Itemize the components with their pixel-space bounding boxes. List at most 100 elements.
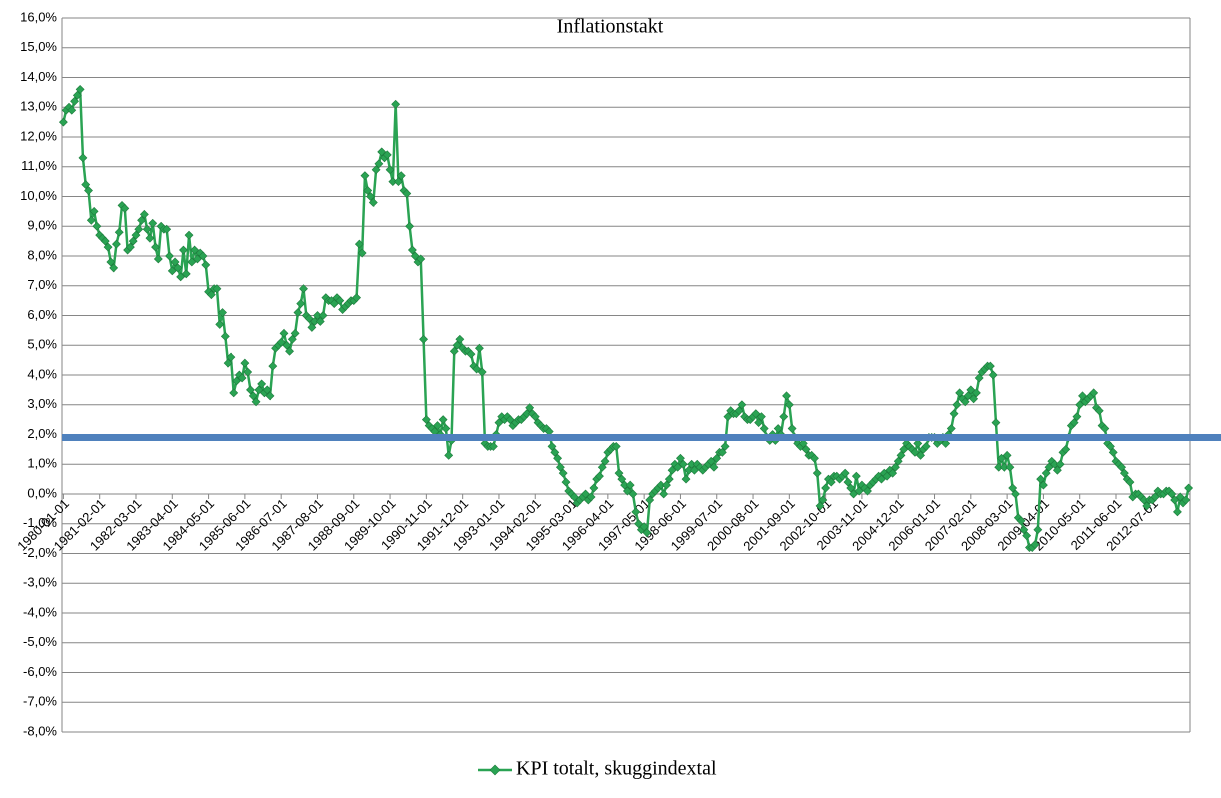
- marker: [184, 230, 194, 240]
- marker: [232, 376, 241, 386]
- marker: [910, 447, 920, 457]
- marker: [112, 239, 121, 249]
- chart-title: Inflationstakt: [557, 16, 664, 38]
- marker: [617, 474, 627, 484]
- marker: [723, 412, 733, 422]
- marker: [134, 224, 144, 234]
- marker: [530, 412, 540, 422]
- y-tick-label: -4,0%: [23, 604, 57, 619]
- marker: [279, 328, 289, 338]
- marker: [1033, 525, 1043, 535]
- marker: [246, 385, 255, 395]
- marker: [1069, 418, 1079, 428]
- marker: [899, 444, 909, 454]
- legend-label: KPI totalt, skuggindextal: [516, 758, 717, 780]
- marker: [955, 388, 965, 398]
- marker: [1150, 492, 1160, 502]
- marker: [109, 263, 119, 273]
- marker: [734, 406, 744, 416]
- marker: [645, 495, 655, 505]
- marker: [1100, 424, 1110, 433]
- marker: [248, 391, 258, 401]
- marker: [352, 293, 361, 303]
- marker: [170, 257, 180, 267]
- marker: [410, 251, 420, 261]
- marker: [444, 450, 454, 460]
- marker: [787, 424, 797, 433]
- marker: [125, 242, 135, 252]
- marker: [173, 263, 183, 273]
- marker: [318, 311, 328, 320]
- marker: [952, 400, 962, 410]
- marker: [477, 367, 487, 377]
- marker: [371, 165, 381, 175]
- y-tick-label: 4,0%: [27, 366, 57, 381]
- marker: [784, 400, 794, 410]
- marker: [717, 447, 727, 457]
- marker: [466, 349, 476, 359]
- marker: [681, 474, 691, 484]
- marker: [1078, 391, 1087, 401]
- marker: [581, 489, 590, 499]
- marker: [151, 242, 160, 252]
- marker: [287, 334, 297, 344]
- marker: [70, 96, 79, 106]
- marker: [190, 245, 200, 255]
- marker: [84, 186, 93, 195]
- marker: [896, 450, 906, 460]
- legend-marker: [489, 764, 501, 776]
- marker: [1108, 447, 1118, 457]
- marker: [913, 439, 923, 448]
- marker: [360, 171, 370, 181]
- marker: [756, 412, 766, 422]
- marker: [142, 224, 152, 234]
- marker: [206, 290, 216, 300]
- marker: [664, 474, 674, 484]
- y-tick-label: -7,0%: [23, 694, 57, 709]
- marker: [782, 391, 791, 401]
- marker: [240, 358, 250, 368]
- marker: [561, 477, 571, 487]
- marker: [1019, 525, 1029, 535]
- marker: [689, 465, 699, 475]
- marker: [779, 412, 789, 422]
- marker: [1002, 450, 1012, 460]
- marker: [1044, 462, 1054, 472]
- marker: [1052, 465, 1062, 475]
- marker: [335, 296, 345, 306]
- y-tick-label: 1,0%: [27, 456, 57, 471]
- marker: [974, 373, 984, 383]
- marker: [433, 421, 442, 430]
- marker: [505, 415, 515, 425]
- marker: [1106, 441, 1115, 451]
- marker: [622, 486, 632, 496]
- marker: [441, 424, 451, 433]
- marker: [179, 245, 188, 255]
- marker: [969, 394, 979, 404]
- marker: [863, 486, 872, 496]
- marker: [589, 483, 599, 493]
- y-tick-label: 5,0%: [27, 337, 57, 352]
- marker: [840, 468, 850, 478]
- marker: [374, 159, 384, 169]
- marker: [1125, 477, 1135, 487]
- marker: [176, 272, 186, 282]
- marker: [285, 346, 294, 356]
- marker: [86, 215, 96, 225]
- y-tick-label: 3,0%: [27, 396, 57, 411]
- marker: [826, 477, 836, 487]
- marker: [162, 224, 172, 234]
- marker: [139, 209, 149, 219]
- marker: [600, 456, 610, 466]
- marker: [223, 358, 233, 368]
- marker: [226, 352, 236, 362]
- marker: [667, 465, 677, 475]
- marker: [75, 84, 85, 94]
- marker: [916, 450, 925, 460]
- marker: [1030, 540, 1040, 549]
- marker: [1016, 516, 1026, 526]
- marker: [89, 206, 99, 216]
- marker: [201, 260, 211, 270]
- marker: [220, 331, 230, 341]
